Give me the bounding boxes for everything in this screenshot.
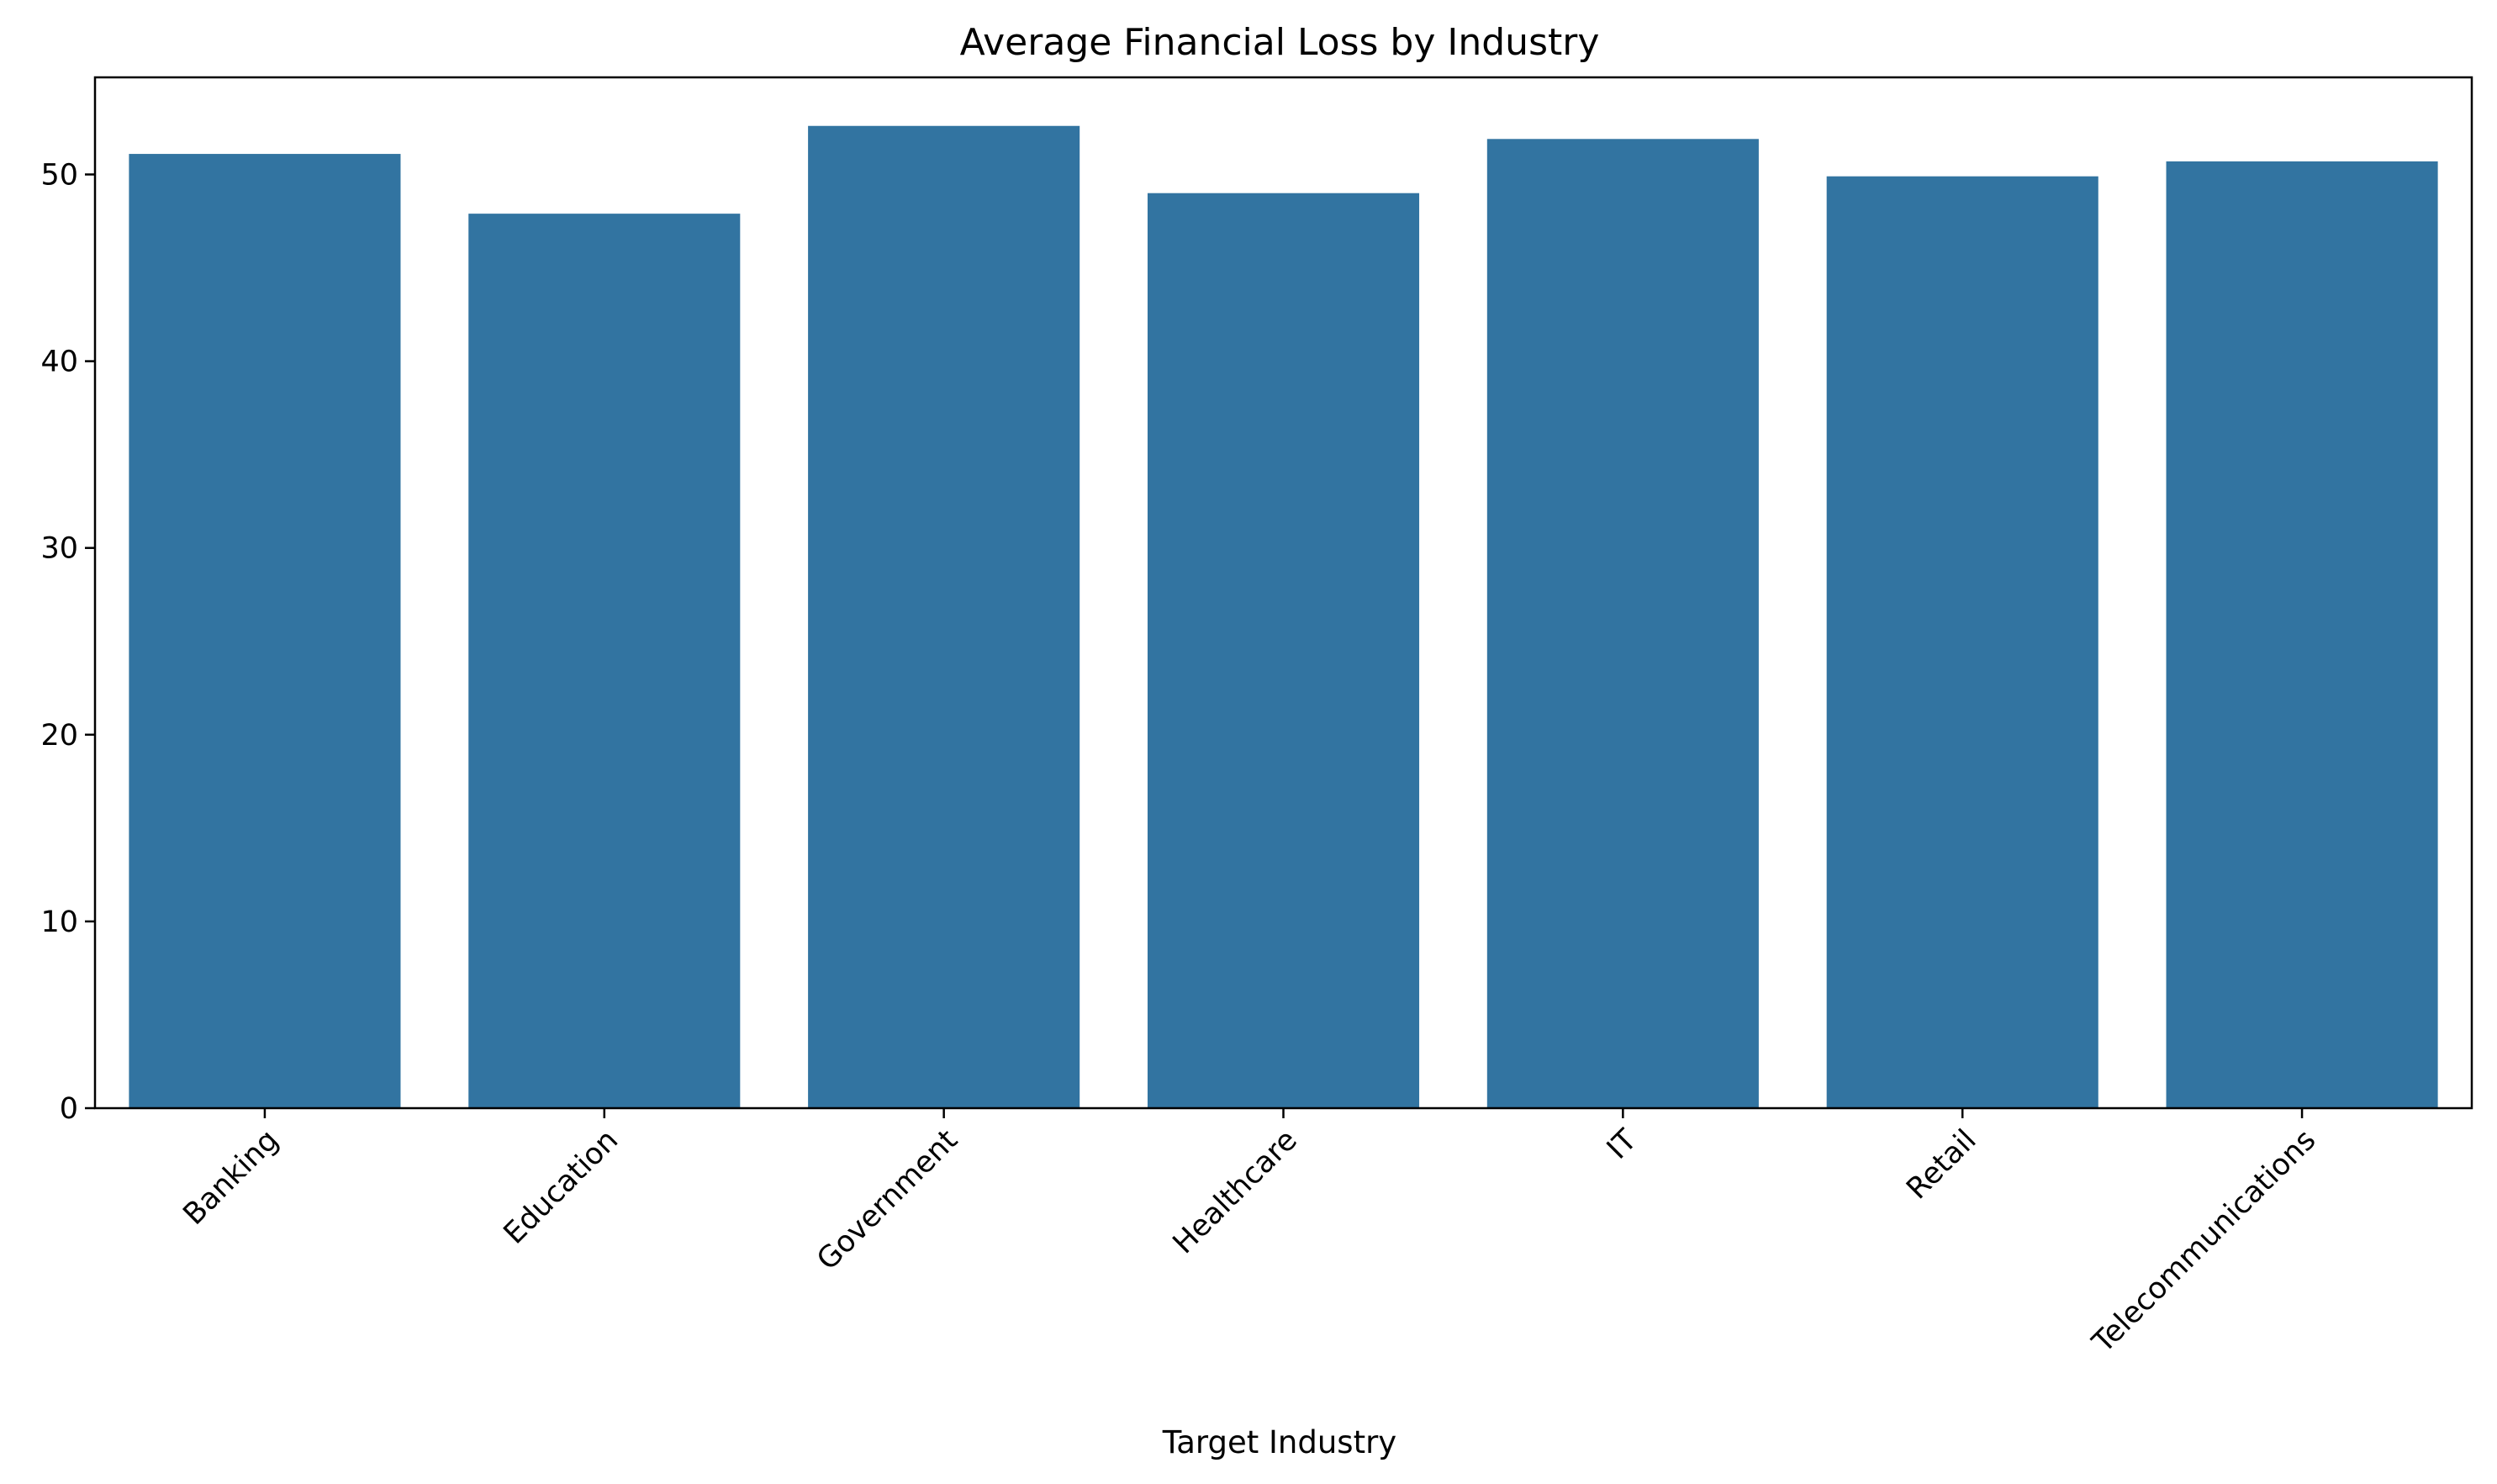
- bars-group: [129, 125, 2438, 1109]
- y-tick-label: 40: [40, 346, 78, 379]
- chart-title: Average Financial Loss by Industry: [960, 21, 1600, 64]
- bar-it: [1486, 139, 1759, 1109]
- x-tick-label: Education: [498, 1123, 625, 1250]
- y-tick-label: 20: [40, 719, 78, 753]
- y-tick-label: 10: [40, 906, 78, 939]
- plot-frame: [93, 76, 2473, 1110]
- bar-retail: [1826, 176, 2098, 1109]
- y-axis: 0 10 20 30 40 50: [40, 158, 95, 1126]
- x-tick-label: Government: [810, 1123, 964, 1277]
- bar-government: [808, 125, 1080, 1109]
- y-tick-label: 0: [60, 1092, 78, 1126]
- x-tick-label: Banking: [177, 1123, 286, 1232]
- y-tick-label: 50: [40, 158, 78, 192]
- bar-banking: [129, 154, 401, 1108]
- bar-healthcare: [1147, 193, 1420, 1109]
- x-axis: Banking Education Government Healthcare IT Re…: [177, 1108, 2323, 1360]
- x-tick-label: Retail: [1900, 1123, 1982, 1206]
- x-tick-label: Healthcare: [1167, 1123, 1304, 1260]
- x-tick-label: Telecommunications: [2086, 1123, 2323, 1360]
- y-tick-label: 30: [40, 532, 78, 566]
- bar-education: [468, 214, 741, 1109]
- x-axis-label: Target Industry: [1162, 1424, 1396, 1460]
- bar-telecommunications: [2166, 161, 2438, 1108]
- x-tick-label: IT: [1601, 1123, 1644, 1166]
